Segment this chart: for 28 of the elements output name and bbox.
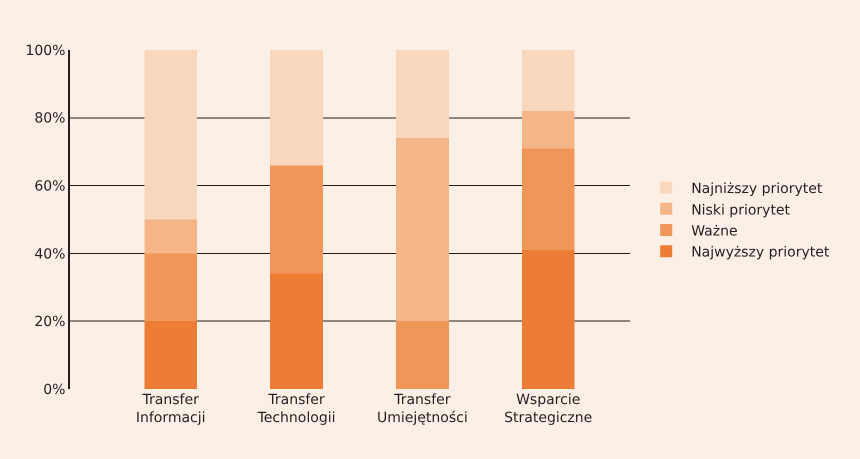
y-tick-label: 80% (34, 110, 66, 127)
x-tick-label: Transfer Technologii (256, 392, 336, 426)
legend-label: Najniższy priorytet (691, 181, 823, 198)
bar (144, 253, 198, 322)
legend-label: Ważne (691, 223, 738, 240)
y-tick-label: 20% (34, 314, 66, 330)
bar (522, 250, 575, 389)
bar (522, 50, 575, 112)
y-tick-label: 40% (34, 246, 66, 262)
x-tick-label: Transfer Informacji (136, 392, 206, 426)
y-tick-label: 100% (25, 42, 66, 59)
y-tick-label: 0% (43, 382, 66, 398)
bar (144, 321, 198, 389)
bar (396, 50, 449, 138)
bar (270, 274, 323, 389)
x-tick-label: Wsparcie Strategiczne (504, 392, 592, 426)
y-tick-label: 60% (34, 178, 66, 194)
bar (270, 165, 323, 274)
bar (396, 321, 449, 389)
x-tick-label: Transfer Umiejętności (377, 392, 468, 426)
legend-label: Niski priorytet (691, 202, 791, 218)
bar (144, 50, 198, 220)
legend-label: Najwyższy priorytet (691, 244, 830, 261)
bar (522, 148, 575, 250)
bar (396, 138, 449, 322)
bar (144, 220, 198, 254)
bar (270, 50, 323, 166)
bar (522, 111, 575, 148)
